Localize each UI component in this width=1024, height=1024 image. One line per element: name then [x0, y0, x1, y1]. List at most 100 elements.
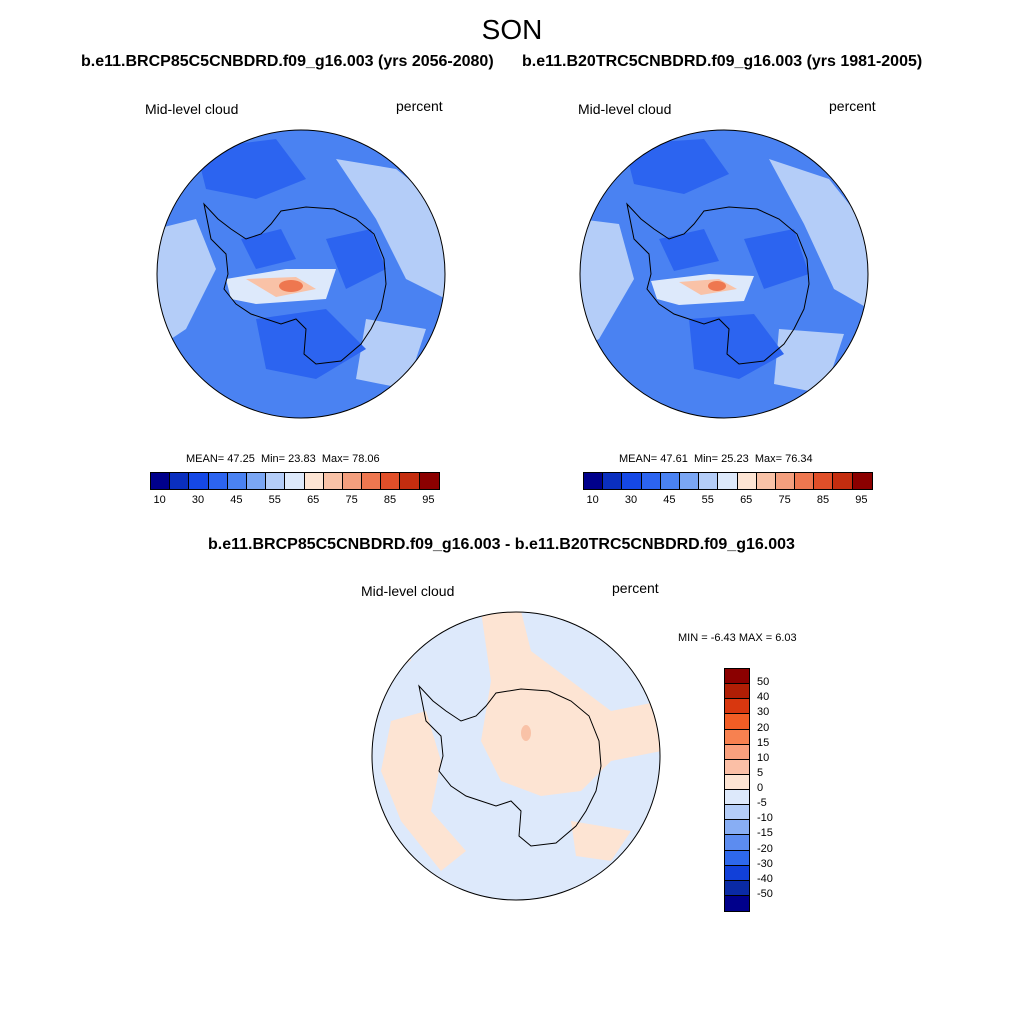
max-label: MAX = — [738, 632, 773, 644]
colorbar-tick-label: 30 — [624, 494, 638, 506]
panel-2-variable-label: Mid-level cloud — [578, 101, 672, 117]
colorbar-tick-label: 65 — [740, 494, 753, 506]
field-region-light — [580, 219, 634, 349]
colorbar-swatch — [208, 473, 228, 489]
max-label: Max= — [321, 453, 350, 465]
colorbar-swatch — [342, 473, 363, 489]
max-value: 76.34 — [785, 453, 813, 465]
colorbar-swatch — [189, 473, 209, 489]
colorbar-swatch — [285, 473, 305, 489]
colorbar-swatch — [362, 473, 382, 489]
field-region-deep — [196, 139, 306, 199]
colorbar-tick-label: 10 — [586, 494, 599, 506]
diff-colorbar-swatch — [725, 759, 749, 775]
diff-colorbar-tick-label: 50 — [757, 676, 770, 689]
colorbar-tick-label: 55 — [701, 494, 714, 506]
colorbar-swatch — [170, 473, 190, 489]
colorbar-swatch — [323, 473, 343, 489]
field-max-spot — [279, 280, 303, 292]
panel-1-colorbar — [150, 472, 440, 490]
colorbar-swatch — [400, 473, 420, 489]
colorbar-swatch — [641, 473, 661, 489]
min-label: Min= — [260, 453, 286, 465]
mean-value: 47.25 — [227, 453, 255, 465]
antarctica-outline — [418, 684, 602, 847]
colorbar-tick-label: 45 — [663, 494, 676, 506]
diff-colorbar-swatch — [725, 835, 749, 851]
field-region-light — [769, 159, 868, 309]
colorbar-swatch — [622, 473, 642, 489]
colorbar-tick-label: 10 — [153, 494, 166, 506]
mean-label: MEAN= — [186, 453, 225, 465]
panel-2-units-label: percent — [829, 98, 876, 114]
colorbar-swatch — [852, 473, 872, 489]
panel-1-stats: MEAN= 47.25 Min= 23.83 Max= 78.06 — [186, 453, 380, 465]
diff-colorbar-tick-label: 20 — [757, 721, 770, 734]
field-region-deep — [241, 229, 296, 269]
panel-1-polar-map — [156, 129, 446, 419]
diff-colorbar-swatch — [725, 895, 749, 911]
diff-colorbar — [724, 668, 750, 912]
antarctica-outline — [626, 202, 810, 365]
diff-panel-stats: MIN = -6.43 MAX = 6.03 — [678, 632, 797, 644]
colorbar-swatch — [699, 473, 719, 489]
colorbar-swatch — [660, 473, 680, 489]
panel-2-colorbar — [583, 472, 873, 490]
colorbar-swatch — [246, 473, 267, 489]
panel-1-variable-label: Mid-level cloud — [145, 101, 239, 117]
min-label: Min= — [693, 453, 719, 465]
diff-field-positive — [571, 821, 631, 861]
panel-2-polar-map — [579, 129, 869, 419]
colorbar-tick-label: 95 — [422, 494, 435, 506]
colorbar-swatch — [304, 473, 324, 489]
field-region-light — [774, 329, 844, 394]
colorbar-tick-label: 75 — [345, 494, 358, 506]
colorbar-swatch — [737, 473, 757, 489]
min-value: 25.23 — [721, 453, 749, 465]
diff-colorbar-tick-label: 10 — [757, 751, 770, 764]
diff-colorbar-swatch — [725, 865, 749, 881]
diff-colorbar-tick-label: 15 — [757, 736, 770, 749]
colorbar-swatch — [381, 473, 401, 489]
field-region-light — [157, 219, 216, 349]
figure-title: SON — [481, 14, 543, 45]
max-value: 6.03 — [775, 632, 797, 644]
field-region-deep — [326, 229, 386, 289]
diff-panel-units-label: percent — [612, 580, 659, 596]
diff-colorbar-tick-label: -15 — [757, 827, 773, 840]
field-region-light — [336, 159, 445, 299]
diff-colorbar-swatch — [725, 714, 749, 730]
diff-colorbar-swatch — [725, 820, 749, 836]
field-region-deep — [624, 139, 729, 194]
diff-field-positive — [481, 612, 660, 796]
colorbar-tick-label: 75 — [778, 494, 791, 506]
field-region-deep — [744, 229, 809, 289]
colorbar-tick-label: 55 — [268, 494, 281, 506]
colorbar-tick-label: 45 — [230, 494, 243, 506]
diff-colorbar-tick-label: -20 — [757, 842, 773, 855]
panel-1-title: b.e11.BRCP85C5CNBDRD.f09_g16.003 (yrs 20… — [81, 53, 494, 70]
colorbar-tick-label: 85 — [383, 494, 397, 506]
mean-label: MEAN= — [619, 453, 658, 465]
min-label: MIN = — [678, 632, 708, 644]
diff-colorbar-swatch — [725, 805, 749, 821]
colorbar-swatch — [775, 473, 796, 489]
diff-colorbar-swatch — [725, 774, 749, 790]
max-value: 78.06 — [352, 453, 380, 465]
colorbar-swatch — [151, 473, 171, 489]
field-region-deep — [659, 229, 719, 271]
min-value: -6.43 — [710, 632, 736, 644]
diff-colorbar-tick-label: 40 — [757, 691, 770, 704]
diff-colorbar-tick-label: -30 — [757, 857, 773, 870]
colorbar-tick-label: 65 — [307, 494, 320, 506]
diff-colorbar-tick-label: -10 — [757, 812, 773, 825]
diff-colorbar-tick-label: 5 — [757, 766, 764, 779]
diff-colorbar-swatch — [725, 684, 749, 700]
field-region-deep — [689, 314, 784, 379]
colorbar-swatch — [603, 473, 623, 489]
diff-colorbar-swatch — [725, 880, 749, 896]
colorbar-tick-label: 30 — [191, 494, 205, 506]
diff-colorbar-tick-label: -50 — [757, 887, 773, 900]
diff-colorbar-swatch — [725, 850, 749, 866]
diff-colorbar-swatch — [725, 669, 749, 685]
